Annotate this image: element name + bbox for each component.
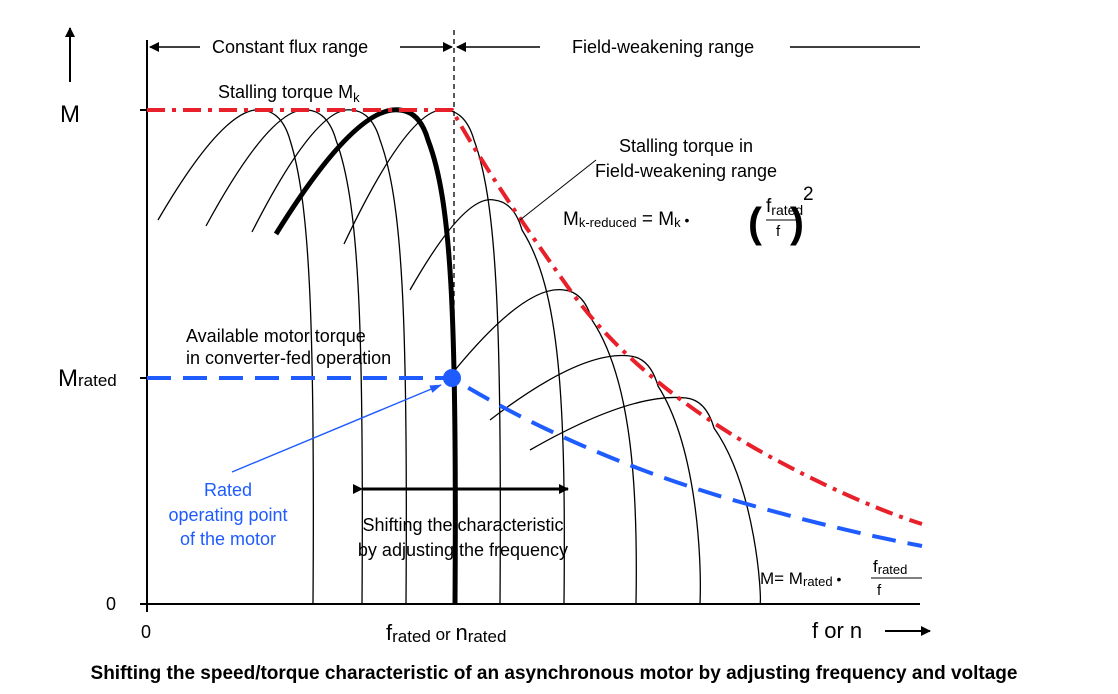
available-torque-label-2: in converter-fed operation <box>186 348 391 368</box>
formula-k-reduced-exponent: 2 <box>803 184 814 205</box>
formula-m-den: f <box>877 582 882 599</box>
y-axis-label: M <box>60 101 80 128</box>
torque-characteristic-3 <box>251 109 408 605</box>
formula-k-reduced-paren-right: ) <box>790 199 804 246</box>
torque-characteristic-6 <box>409 199 565 605</box>
rated-operating-point <box>443 369 461 387</box>
axes <box>65 27 931 636</box>
formula-m-lhs: M= Mrated • <box>760 569 842 589</box>
stalling-torque-fw-label-1: Stalling torque in <box>619 136 753 156</box>
torque-characteristic-8 <box>489 354 701 605</box>
available-torque-label-1: Available motor torque <box>186 326 366 346</box>
stalling-torque-fw-label-2: Field-weakening range <box>595 161 777 181</box>
formula-k-reduced-lhs: Mk-reduced = Mk • <box>563 209 690 230</box>
x-tick-rated-label: frated or nrated <box>386 620 506 646</box>
shifting-label-1: Shifting the characteristic <box>362 515 563 535</box>
formula-k-reduced-num: frated <box>766 196 803 218</box>
stall-reduction-formula: Mk-reduced = Mk • ( frated f ) 2 <box>563 184 814 246</box>
formula-k-reduced-den: f <box>776 223 781 240</box>
stalling-torque-envelope <box>147 108 923 526</box>
torque-characteristic-1 <box>157 109 315 605</box>
rated-frequency-characteristic <box>273 107 458 605</box>
y-tick-rated-label: Mrated <box>58 365 117 392</box>
rated-point-label-1: Rated <box>204 480 252 500</box>
torque-characteristic-2 <box>205 109 364 605</box>
shifting-label-2: by adjusting the frequency <box>358 540 568 560</box>
rated-point-label-2: operating point <box>168 505 287 525</box>
field-weakening-range-label: Field-weakening range <box>572 37 754 57</box>
torque-characteristic-7 <box>454 288 637 605</box>
torque-characteristic-curves <box>157 107 761 605</box>
y-tick-zero-label: 0 <box>106 594 116 614</box>
rated-point-label-3: of the motor <box>180 529 276 549</box>
rated-point-pointer <box>231 384 442 473</box>
stalling-torque-label: Stalling torque Mk <box>218 82 360 105</box>
figure-caption: Shifting the speed/torque characteristic… <box>91 663 1018 684</box>
torque-characteristic-5 <box>343 109 502 605</box>
stalling-fw-leader <box>519 159 597 221</box>
formula-m-num: frated <box>873 557 907 577</box>
x-tick-zero-label: 0 <box>141 622 151 642</box>
rated-torque-formula: M= Mrated • frated f <box>760 557 922 599</box>
torque-characteristic-9 <box>529 396 761 605</box>
available-torque-envelope <box>147 376 923 548</box>
constant-flux-range-label: Constant flux range <box>212 37 368 57</box>
x-axis-label: f or n <box>812 618 862 643</box>
formula-k-reduced-paren-left: ( <box>748 199 762 246</box>
